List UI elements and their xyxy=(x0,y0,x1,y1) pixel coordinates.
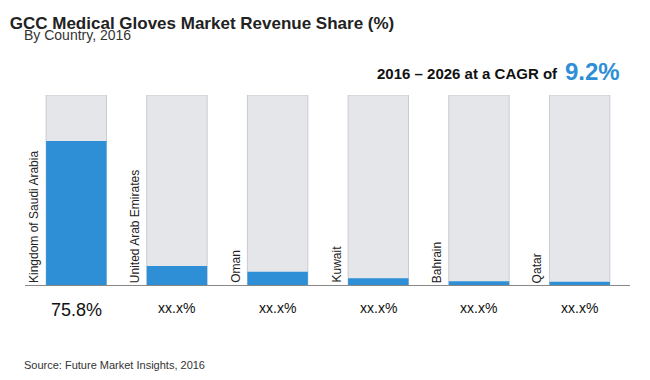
svg-text:Source: Future Market Insights: Source: Future Market Insights, 2016 xyxy=(24,359,205,371)
svg-text:9.2%: 9.2% xyxy=(565,58,620,85)
svg-text:Qatar: Qatar xyxy=(530,253,544,283)
svg-text:Kingdom of Saudi Arabia: Kingdom of Saudi Arabia xyxy=(27,151,41,283)
svg-text:Kuwait: Kuwait xyxy=(330,246,344,283)
svg-text:2016 – 2026 at a CAGR of: 2016 – 2026 at a CAGR of xyxy=(377,65,558,82)
svg-text:By Country, 2016: By Country, 2016 xyxy=(24,27,131,43)
svg-text:United Arab Emirates: United Arab Emirates xyxy=(128,170,142,283)
svg-text:Bahrain: Bahrain xyxy=(430,242,444,283)
svg-text:Oman: Oman xyxy=(229,250,243,283)
svg-text:xx.x%: xx.x% xyxy=(259,300,296,316)
svg-text:xx.x%: xx.x% xyxy=(158,300,195,316)
svg-text:xx.x%: xx.x% xyxy=(460,300,497,316)
svg-text:xx.x%: xx.x% xyxy=(561,300,598,316)
svg-text:GCC Medical Gloves Market Reve: GCC Medical Gloves Market Revenue Share … xyxy=(10,14,395,33)
svg-text:75.8%: 75.8% xyxy=(51,300,102,320)
svg-text:xx.x%: xx.x% xyxy=(360,300,397,316)
